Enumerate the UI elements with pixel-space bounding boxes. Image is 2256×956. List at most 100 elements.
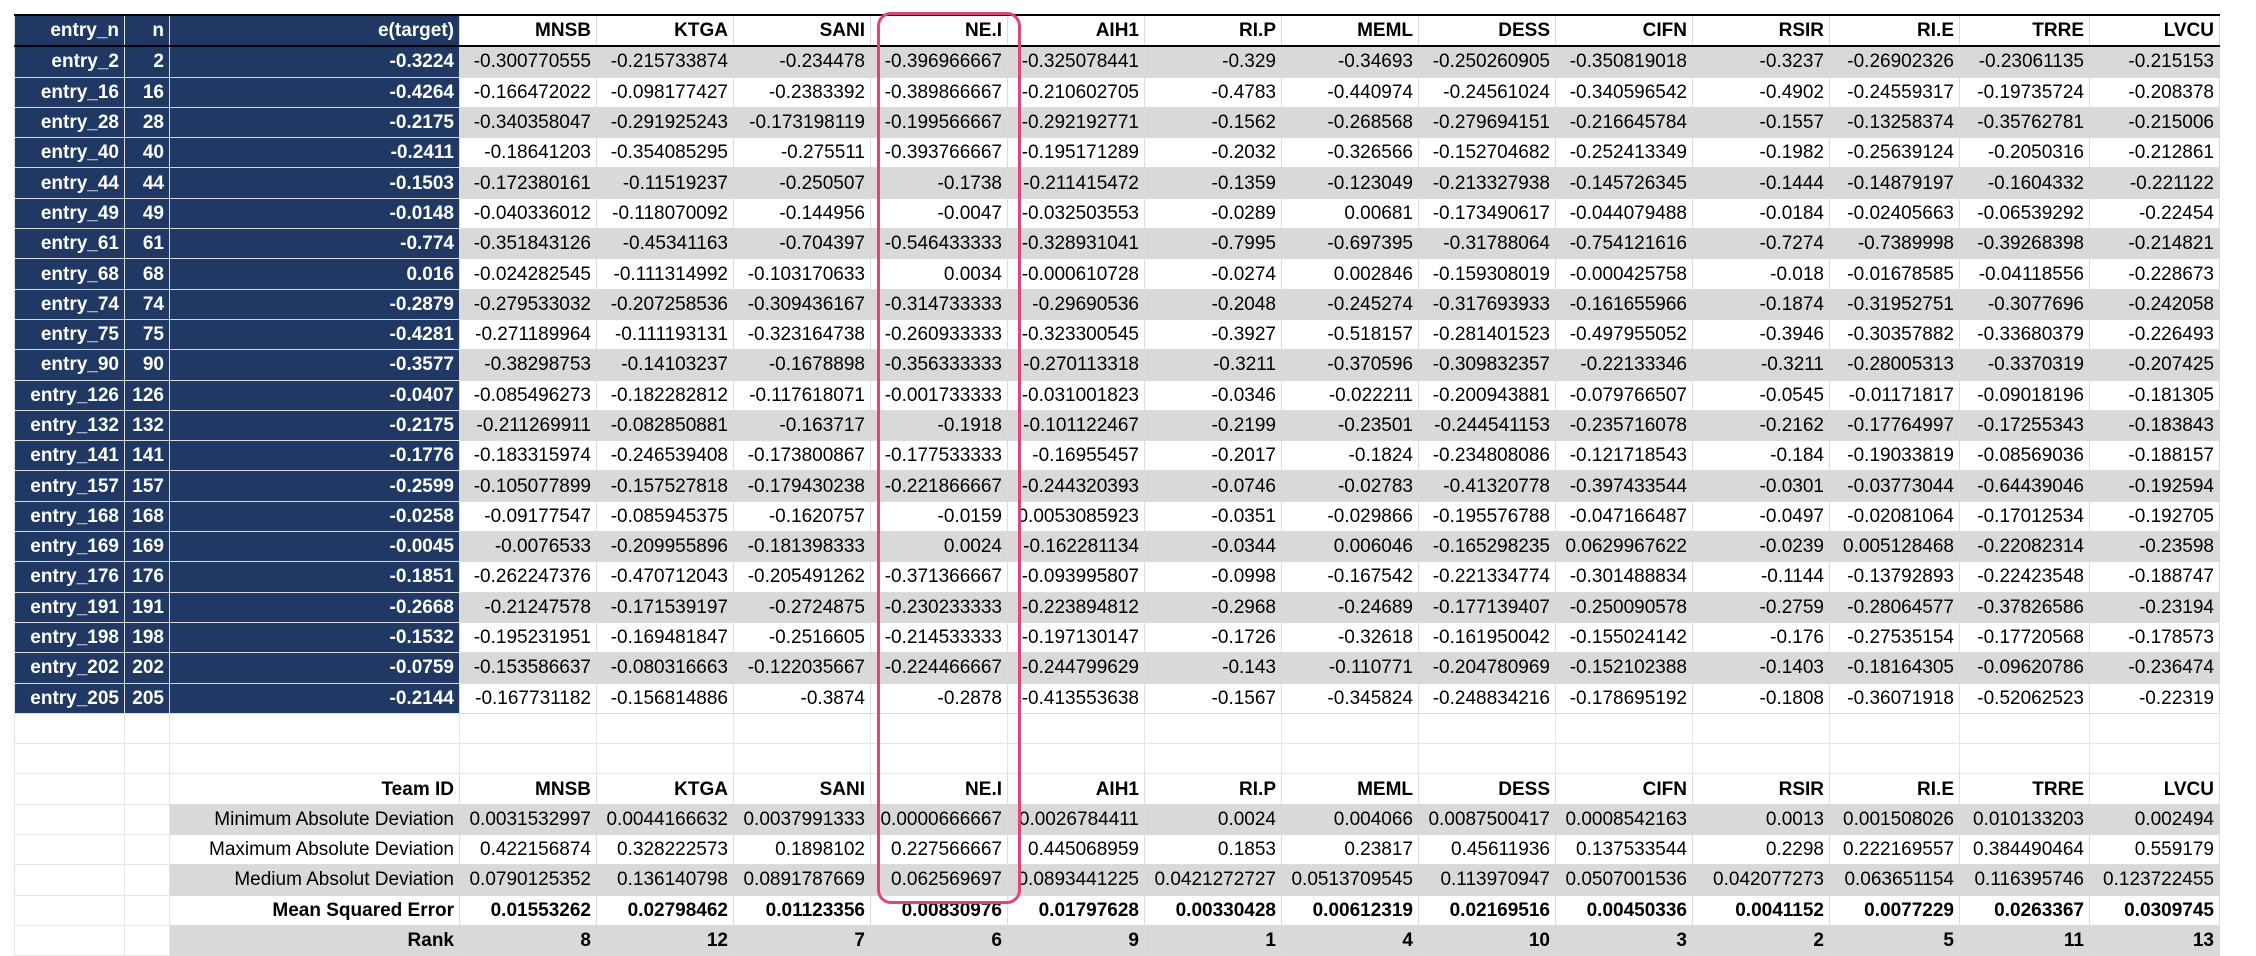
value-cell[interactable]: -0.022211 <box>1281 379 1419 411</box>
summary-value-cell[interactable]: 0.328222573 <box>596 834 734 866</box>
header-team[interactable]: MEML <box>1281 13 1419 48</box>
entry-n-cell[interactable]: 16 <box>124 76 170 108</box>
value-cell[interactable]: -0.182282812 <box>596 379 734 411</box>
value-cell[interactable]: -0.188157 <box>2089 440 2220 472</box>
value-cell[interactable]: -0.172380161 <box>459 167 597 199</box>
value-cell[interactable]: -0.262247376 <box>459 561 597 593</box>
target-cell[interactable]: -0.1532 <box>169 621 460 654</box>
value-cell[interactable]: -0.4902 <box>1692 76 1830 108</box>
empty-cell[interactable] <box>459 743 597 775</box>
entry-label-cell[interactable]: entry_68 <box>14 258 125 290</box>
summary-team-header[interactable]: KTGA <box>596 773 734 805</box>
summary-team-header[interactable]: SANI <box>733 773 871 805</box>
target-cell[interactable]: -0.0407 <box>169 379 460 411</box>
value-cell[interactable]: 0.002846 <box>1281 258 1419 290</box>
value-cell[interactable]: -0.09620786 <box>1959 652 2090 684</box>
entry-n-cell[interactable]: 132 <box>124 409 170 442</box>
value-cell[interactable]: -0.23598 <box>2089 531 2220 563</box>
entry-n-cell[interactable]: 157 <box>124 470 170 502</box>
value-cell[interactable]: -0.328931041 <box>1007 228 1145 260</box>
entry-label-cell[interactable]: entry_49 <box>14 197 125 230</box>
value-cell[interactable]: -0.103170633 <box>733 258 871 290</box>
value-cell[interactable]: -0.4783 <box>1144 76 1282 108</box>
value-cell[interactable]: -0.205491262 <box>733 561 871 593</box>
value-cell[interactable]: -0.371366667 <box>870 561 1008 593</box>
value-cell[interactable]: -0.215733874 <box>596 45 734 78</box>
entry-n-cell[interactable]: 191 <box>124 591 170 623</box>
header-team[interactable]: CIFN <box>1555 13 1693 48</box>
empty-cell[interactable] <box>124 743 170 775</box>
rank-cell[interactable]: 12 <box>596 924 734 956</box>
value-cell[interactable]: -0.23194 <box>2089 591 2220 623</box>
value-cell[interactable]: -0.340358047 <box>459 106 597 139</box>
entry-label-cell[interactable]: entry_198 <box>14 621 125 654</box>
summary-value-cell[interactable]: 0.0790125352 <box>459 864 597 896</box>
value-cell[interactable]: -0.1557 <box>1692 106 1830 139</box>
value-cell[interactable]: -0.176 <box>1692 621 1830 654</box>
empty-cell[interactable] <box>2089 712 2220 745</box>
summary-value-cell[interactable]: 0.00330428 <box>1144 894 1282 926</box>
entry-label-cell[interactable]: entry_202 <box>14 652 125 684</box>
summary-team-header[interactable]: MEML <box>1281 773 1419 805</box>
value-cell[interactable]: -0.18641203 <box>459 137 597 169</box>
value-cell[interactable]: -0.1144 <box>1692 561 1830 593</box>
value-cell[interactable]: -0.0301 <box>1692 470 1830 502</box>
summary-value-cell[interactable]: 0.0309745 <box>2089 894 2220 926</box>
value-cell[interactable]: -0.0239 <box>1692 531 1830 563</box>
value-cell[interactable]: -0.178695192 <box>1555 682 1693 714</box>
value-cell[interactable]: -0.37826586 <box>1959 591 2090 623</box>
value-cell[interactable]: -0.27535154 <box>1829 621 1960 654</box>
summary-value-cell[interactable]: 0.422156874 <box>459 834 597 866</box>
target-cell[interactable]: -0.774 <box>169 228 460 260</box>
value-cell[interactable]: -0.1874 <box>1692 288 1830 320</box>
entry-label-cell[interactable]: entry_75 <box>14 318 125 351</box>
value-cell[interactable]: -0.031001823 <box>1007 379 1145 411</box>
target-cell[interactable]: -0.2879 <box>169 288 460 320</box>
value-cell[interactable]: -0.2878 <box>870 682 1008 714</box>
value-cell[interactable]: -0.0274 <box>1144 258 1282 290</box>
entry-label-cell[interactable]: entry_16 <box>14 76 125 108</box>
summary-value-cell[interactable]: 0.063651154 <box>1829 864 1960 896</box>
value-cell[interactable]: -0.192594 <box>2089 470 2220 502</box>
value-cell[interactable]: -0.279694151 <box>1418 106 1556 139</box>
value-cell[interactable]: -0.167542 <box>1281 561 1419 593</box>
entry-n-cell[interactable]: 74 <box>124 288 170 320</box>
target-cell[interactable]: -0.0759 <box>169 652 460 684</box>
entry-n-cell[interactable]: 61 <box>124 228 170 260</box>
value-cell[interactable]: -0.7274 <box>1692 228 1830 260</box>
empty-cell[interactable] <box>124 894 170 926</box>
empty-cell[interactable] <box>733 743 871 775</box>
entry-n-cell[interactable]: 28 <box>124 106 170 139</box>
value-cell[interactable]: -0.184 <box>1692 440 1830 472</box>
summary-value-cell[interactable]: 0.227566667 <box>870 834 1008 866</box>
value-cell[interactable]: -0.163717 <box>733 409 871 442</box>
summary-value-cell[interactable]: 0.0037991333 <box>733 803 871 836</box>
value-cell[interactable]: -0.2162 <box>1692 409 1830 442</box>
value-cell[interactable]: -0.122035667 <box>733 652 871 684</box>
value-cell[interactable]: -0.281401523 <box>1418 318 1556 351</box>
entry-n-cell[interactable]: 2 <box>124 45 170 78</box>
empty-cell[interactable] <box>14 712 125 745</box>
value-cell[interactable]: -0.08569036 <box>1959 440 2090 472</box>
value-cell[interactable]: -0.7995 <box>1144 228 1282 260</box>
entry-label-cell[interactable]: entry_169 <box>14 531 125 563</box>
empty-cell[interactable] <box>1144 743 1282 775</box>
empty-cell[interactable] <box>1959 712 2090 745</box>
target-cell[interactable]: -0.4281 <box>169 318 460 351</box>
value-cell[interactable]: -0.209955896 <box>596 531 734 563</box>
value-cell[interactable]: -0.0497 <box>1692 500 1830 533</box>
value-cell[interactable]: -0.178573 <box>2089 621 2220 654</box>
value-cell[interactable]: -0.214533333 <box>870 621 1008 654</box>
summary-value-cell[interactable]: 0.0513709545 <box>1281 864 1419 896</box>
value-cell[interactable]: -0.157527818 <box>596 470 734 502</box>
value-cell[interactable]: -0.040336012 <box>459 197 597 230</box>
value-cell[interactable]: -0.2759 <box>1692 591 1830 623</box>
value-cell[interactable]: -0.28064577 <box>1829 591 1960 623</box>
value-cell[interactable]: -0.204780969 <box>1418 652 1556 684</box>
value-cell[interactable]: -0.2383392 <box>733 76 871 108</box>
summary-team-header[interactable]: RI.E <box>1829 773 1960 805</box>
value-cell[interactable]: -0.11519237 <box>596 167 734 199</box>
value-cell[interactable]: -0.153586637 <box>459 652 597 684</box>
value-cell[interactable]: -0.01171817 <box>1829 379 1960 411</box>
value-cell[interactable]: -0.345824 <box>1281 682 1419 714</box>
